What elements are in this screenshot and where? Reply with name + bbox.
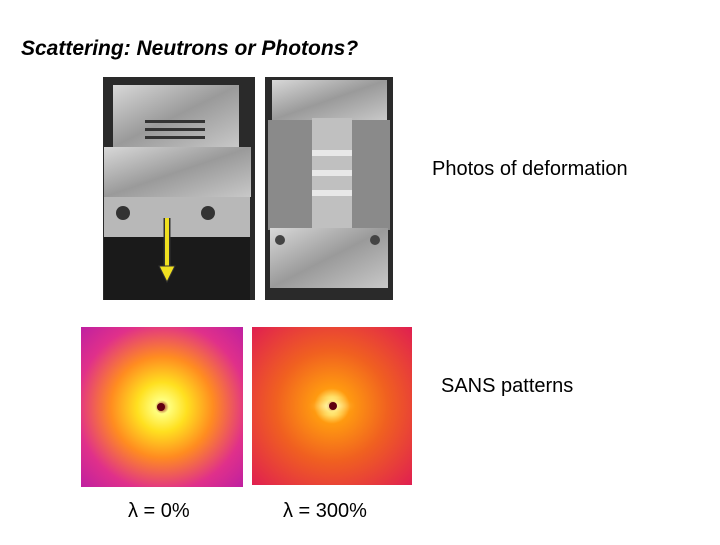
sans-pattern-0 <box>81 327 243 487</box>
photo-undeformed <box>103 77 255 300</box>
patterns-label: SANS patterns <box>441 375 573 397</box>
caption: λ = 0% <box>128 500 190 522</box>
photo-deformed <box>265 77 393 300</box>
photos-label: Photos of deformation <box>432 158 628 180</box>
caption: λ = 300% <box>283 500 367 522</box>
sans-pattern-300 <box>252 327 412 485</box>
slide-title: Scattering: Neutrons or Photons? <box>21 37 358 60</box>
